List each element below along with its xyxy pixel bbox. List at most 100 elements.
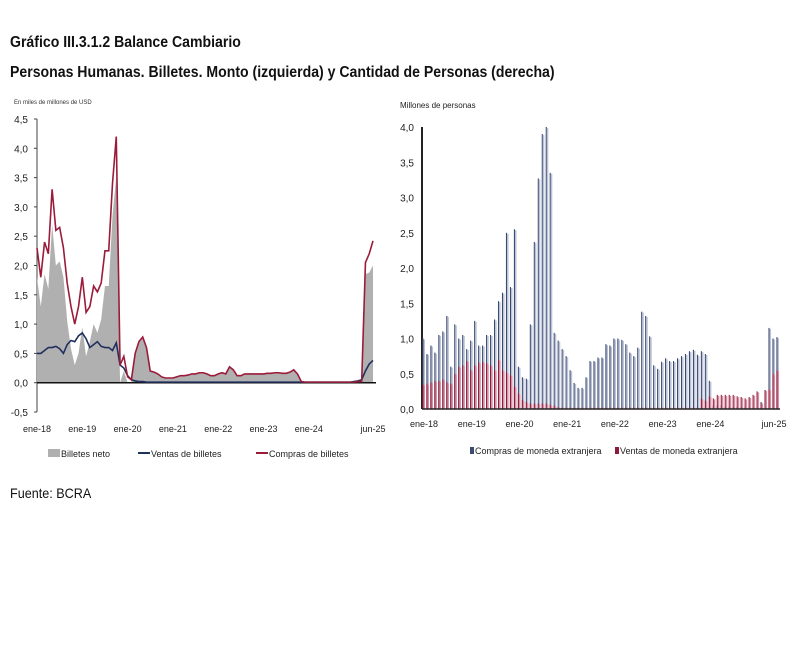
legend-swatch-neto	[48, 449, 60, 457]
bar-compras	[625, 344, 627, 409]
bar-ventas-shade	[729, 395, 732, 409]
legend-swatch	[615, 447, 619, 454]
bar-ventas	[478, 362, 480, 409]
bar-compras	[613, 338, 615, 409]
bar-compras	[569, 370, 571, 409]
bar-compras-shade	[693, 350, 696, 409]
bar-compras-shade	[642, 312, 644, 409]
bar-ventas	[513, 386, 515, 409]
bar-compras	[700, 351, 702, 409]
y-axis-label: En miles de millones de USD	[14, 100, 92, 106]
bar-compras-shade	[495, 320, 497, 409]
bar-compras	[529, 324, 531, 409]
bar-compras	[422, 338, 424, 409]
bar-compras-shade	[666, 359, 668, 409]
bar-compras-shade	[610, 346, 612, 409]
bar-ventas	[446, 382, 448, 409]
bar-compras	[494, 319, 496, 409]
bar-compras-shade	[423, 339, 425, 409]
bar-compras-shade	[538, 179, 541, 409]
bar-compras	[680, 356, 683, 409]
bar-ventas-shade	[447, 383, 449, 409]
y-tick-label: 2,0	[400, 264, 414, 275]
bar-compras	[669, 361, 671, 409]
bar-compras-shade	[697, 355, 700, 409]
bar-compras-shade	[503, 293, 505, 409]
bar-compras-shade	[586, 378, 589, 409]
bar-ventas-shade	[713, 399, 716, 409]
bar-ventas-shade	[737, 397, 740, 409]
bar-compras	[577, 387, 579, 409]
bar-compras	[505, 232, 508, 409]
bar-ventas	[422, 384, 424, 409]
bar-compras	[609, 345, 611, 409]
bar-ventas	[434, 380, 436, 409]
bar-ventas	[728, 394, 730, 409]
bar-compras	[509, 287, 512, 409]
bar-ventas-shade	[721, 395, 724, 409]
bar-compras-shade	[526, 379, 529, 409]
bar-ventas	[537, 403, 539, 409]
bar-ventas-shade	[467, 362, 469, 409]
legend-swatch	[470, 447, 474, 454]
bar-compras	[661, 361, 663, 409]
y-tick-label: -0,5	[11, 408, 29, 419]
y-tick-label: 4,0	[14, 144, 28, 155]
bar-compras-shade	[534, 242, 537, 409]
bar-ventas	[490, 365, 492, 409]
bar-compras	[708, 380, 710, 409]
bar-compras-shade	[542, 135, 545, 410]
bar-ventas	[442, 379, 444, 409]
bar-ventas	[541, 403, 543, 409]
bar-ventas	[557, 406, 559, 409]
series-line-compras-billetes	[36, 136, 374, 383]
bar-ventas	[474, 365, 476, 409]
bar-ventas	[724, 394, 726, 409]
bar-ventas-shade	[455, 374, 457, 409]
bar-ventas-shade	[749, 398, 752, 409]
bar-ventas	[426, 383, 428, 409]
bar-compras	[525, 378, 527, 409]
legend-label: Compras de moneda extranjera	[475, 446, 602, 456]
bar-compras	[545, 127, 547, 409]
bar-compras	[521, 377, 523, 409]
bar-ventas-shade	[511, 376, 513, 409]
bar-compras	[501, 292, 504, 409]
bar-compras	[553, 332, 555, 409]
bar-ventas	[501, 370, 504, 409]
y-tick-label: 0,0	[400, 405, 414, 416]
bar-compras-shade	[606, 345, 608, 409]
bar-compras	[653, 365, 655, 409]
bar-compras	[633, 356, 635, 409]
bar-ventas	[708, 396, 710, 409]
y-tick-label: 3,0	[14, 203, 28, 214]
bar-compras	[637, 347, 639, 409]
x-tick-label: ene-24	[696, 419, 724, 429]
x-tick-label: ene-23	[649, 419, 677, 429]
bar-ventas-shade	[459, 367, 461, 409]
bar-ventas	[748, 397, 750, 409]
bar-ventas-shade	[530, 404, 533, 409]
x-tick-label: ene-21	[159, 424, 187, 434]
bar-ventas-shade	[526, 402, 529, 409]
bar-ventas	[700, 398, 702, 409]
bar-compras	[605, 344, 607, 409]
bar-ventas-shade	[435, 381, 437, 409]
y-tick-label: 1,5	[400, 299, 414, 310]
bar-ventas	[772, 373, 774, 409]
bar-compras-shade	[769, 328, 772, 409]
y-tick-label: 1,0	[400, 335, 414, 346]
bar-compras	[673, 361, 675, 409]
bar-ventas-shade	[765, 390, 768, 409]
bar-ventas-shade	[745, 399, 748, 409]
bar-compras	[589, 361, 591, 409]
bar-ventas-shade	[777, 371, 780, 409]
y-tick-label: 3,5	[14, 174, 28, 185]
bar-compras	[430, 345, 432, 409]
bar-compras-shade	[558, 341, 561, 409]
bar-compras	[537, 178, 539, 409]
bar-compras-shade	[690, 352, 692, 409]
bar-compras	[593, 361, 595, 409]
bar-ventas-shade	[495, 371, 497, 409]
bar-compras-shade	[443, 332, 445, 409]
